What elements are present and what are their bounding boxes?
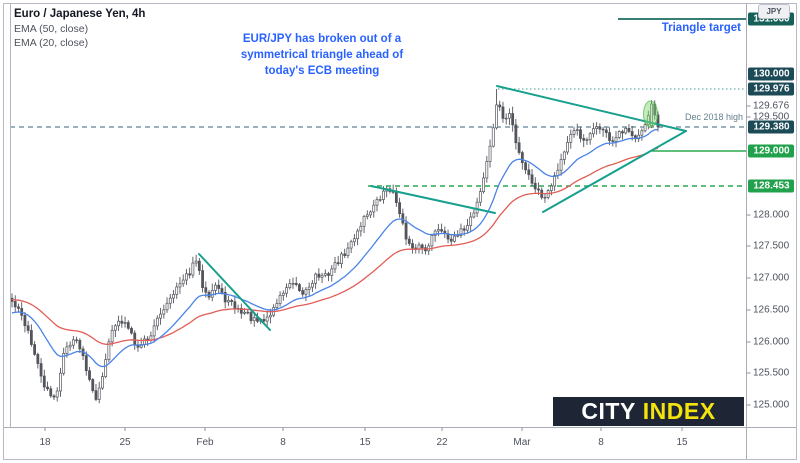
- mini-descending-line[interactable]: [198, 253, 271, 331]
- ema-50-line[interactable]: [11, 147, 659, 345]
- ema-20-line[interactable]: [11, 128, 659, 368]
- note-line-2: symmetrical triangle ahead of: [240, 49, 404, 61]
- price-tick-label: 127.500: [753, 240, 790, 252]
- time-tick-label: 22: [436, 437, 448, 448]
- price-axis[interactable]: 129.676 129.500 128.000 127.500 127.000 126.5…: [747, 3, 797, 427]
- time-tick-label: 25: [119, 437, 131, 448]
- time-tick-label: 15: [359, 437, 371, 448]
- time-axis[interactable]: 18 25 Feb 8 15 22 Mar 8 15: [0, 427, 746, 459]
- price-tick-label: 125.500: [753, 367, 790, 379]
- time-tick-label: 18: [39, 437, 51, 448]
- price-tick-label: 128.000: [753, 209, 790, 221]
- price-tick-label: 125.000: [753, 399, 790, 411]
- price-tick-label: 129.676: [753, 100, 790, 112]
- symbol-title[interactable]: Euro / Japanese Yen, 4h: [14, 8, 146, 20]
- triangle-upper-line[interactable]: [496, 85, 687, 132]
- triangle-target-label[interactable]: Triangle target: [661, 22, 741, 34]
- legend-ema20[interactable]: EMA (20, close): [14, 37, 89, 49]
- time-tick-label: Feb: [196, 437, 214, 448]
- legend-ema50[interactable]: EMA (50, close): [14, 23, 89, 35]
- logo-city-text: CITY: [581, 398, 636, 424]
- price-badge: 129.000: [748, 144, 794, 158]
- logo-index-text: INDEX: [642, 398, 716, 424]
- price-badge: 129.380: [748, 120, 794, 134]
- price-badge: 130.000: [748, 67, 794, 81]
- price-badge: 129.976: [748, 82, 794, 96]
- plot-area[interactable]: [10, 18, 746, 404]
- time-tick-label: 15: [676, 437, 688, 448]
- time-tick-label: Mar: [513, 437, 531, 448]
- city-index-logo: CITY INDEX: [553, 397, 744, 426]
- note-line-1: EUR/JPY has broken out of a: [242, 33, 402, 45]
- breakout-highlight-ellipse[interactable]: [643, 100, 658, 128]
- time-tick-label: 8: [280, 437, 286, 448]
- time-tick-label: 8: [598, 437, 604, 448]
- dec-2018-high-label: Dec 2018 high: [684, 112, 743, 122]
- price-tick-label: 126.000: [753, 336, 790, 348]
- note-line-3: today's ECB meeting: [264, 65, 380, 77]
- currency-badge: JPY: [758, 4, 790, 19]
- price-tick-label: 126.500: [753, 304, 790, 316]
- triangle-lower-line[interactable]: [542, 130, 687, 213]
- price-badge: 128.453: [748, 179, 794, 193]
- candles: [10, 89, 660, 404]
- price-tick-label: 127.000: [753, 272, 790, 284]
- breakout-note-text[interactable]: EUR/JPY has broken out of a symmetrical …: [212, 31, 432, 79]
- second-descending-line[interactable]: [370, 185, 496, 214]
- price-tick-label: 129.500: [753, 111, 790, 123]
- chart-legend: Euro / Japanese Yen, 4h EMA (50, close) …: [14, 8, 145, 49]
